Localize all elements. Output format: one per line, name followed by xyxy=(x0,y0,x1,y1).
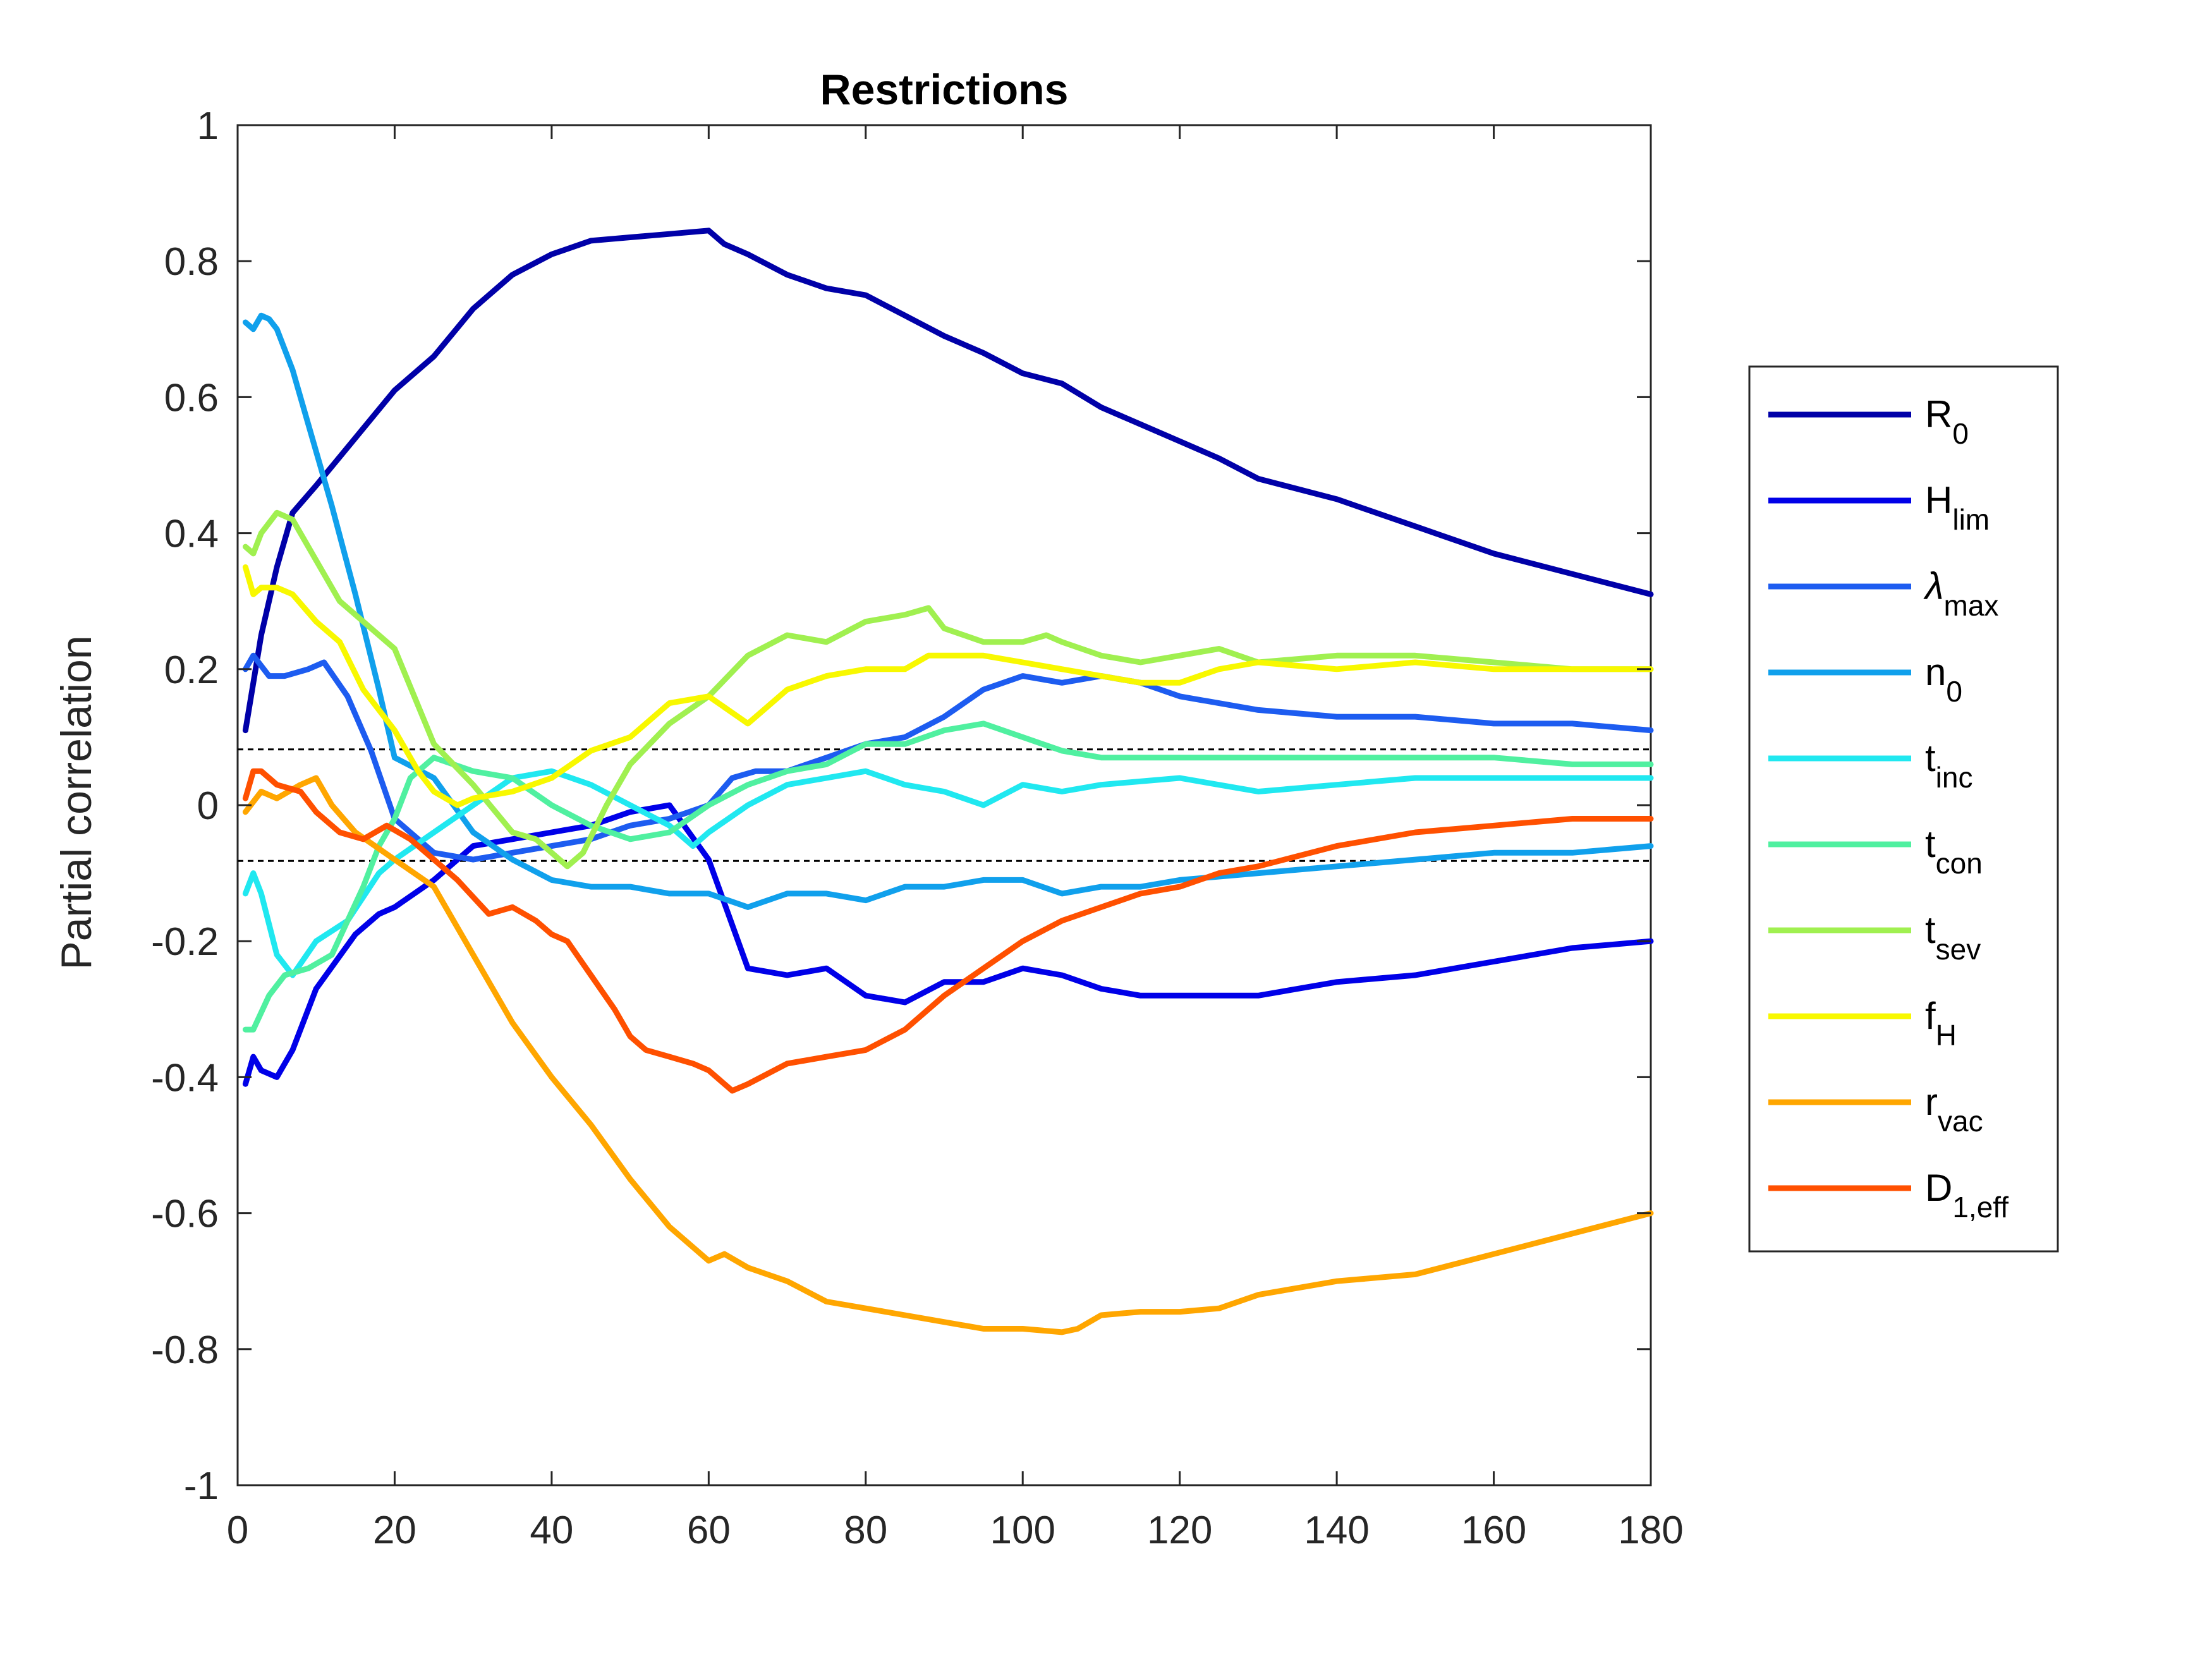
y-tick-label: -0.8 xyxy=(151,1328,219,1372)
y-tick-label: -1 xyxy=(184,1464,219,1508)
x-tick-label: 160 xyxy=(1461,1509,1526,1552)
y-tick-label: -0.4 xyxy=(151,1056,219,1100)
y-tick-label: 0.8 xyxy=(164,240,219,284)
x-tick-label: 40 xyxy=(530,1509,573,1552)
y-tick-label: -0.6 xyxy=(151,1193,219,1236)
x-tick-label: 0 xyxy=(227,1509,248,1552)
chart-title: Restrictions xyxy=(820,66,1069,114)
x-tick-label: 20 xyxy=(373,1509,416,1552)
x-tick-label: 60 xyxy=(687,1509,731,1552)
y-axis-label: Partial correlation xyxy=(52,635,100,969)
x-tick-label: 180 xyxy=(1618,1509,1683,1552)
y-tick-label: 1 xyxy=(197,104,219,148)
y-tick-label: 0.6 xyxy=(164,376,219,420)
y-tick-label: -0.2 xyxy=(151,920,219,964)
x-tick-label: 100 xyxy=(990,1509,1055,1552)
plot-area: 0 20 40 60 80 100 120 140 160 180 10.80.60.40.20-… xyxy=(151,104,1684,1552)
y-tick-label: 0.4 xyxy=(164,513,219,556)
x-tick-label: 120 xyxy=(1147,1509,1212,1552)
plot-frame xyxy=(238,125,1651,1485)
y-tick-label: 0.2 xyxy=(164,648,219,692)
y-tick-label: 0 xyxy=(197,784,219,828)
x-tick-label: 80 xyxy=(844,1509,887,1552)
x-tick-label: 140 xyxy=(1304,1509,1369,1552)
